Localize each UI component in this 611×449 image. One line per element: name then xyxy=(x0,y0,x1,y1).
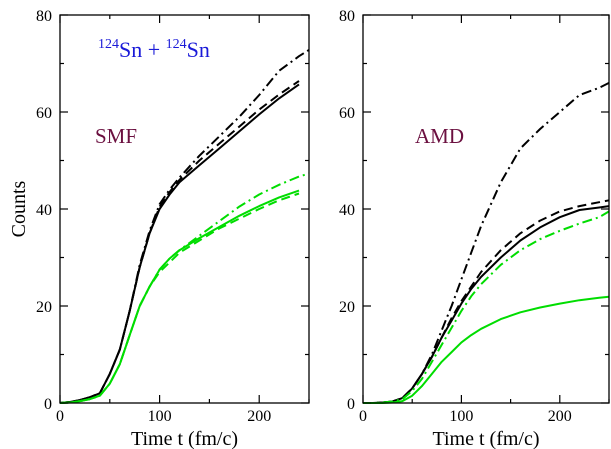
x-tick-label: 200 xyxy=(548,408,572,425)
panel-label: AMD xyxy=(415,124,464,148)
series-line-1 xyxy=(59,80,300,404)
x-tick-label: 0 xyxy=(56,408,64,425)
y-tick-label: 80 xyxy=(36,8,52,25)
series-line-5 xyxy=(59,172,310,404)
y-axis-title: Counts xyxy=(8,180,30,237)
panel-amd: 0 20 40 60 80 0 100 200 Time t (fm/c) AMD xyxy=(339,8,610,449)
x-tick-label: 100 xyxy=(148,408,172,425)
x-tick-label: 0 xyxy=(359,408,367,425)
x-axis-title: Time t (fm/c) xyxy=(432,428,539,449)
x-axis-title: Time t (fm/c) xyxy=(131,428,238,449)
series-line-3 xyxy=(59,189,300,404)
series-line-3 xyxy=(363,295,610,404)
reaction-annotation: 124Sn + 124Sn xyxy=(98,37,210,62)
x-tick-label: 100 xyxy=(449,408,473,425)
series-line-1 xyxy=(363,199,610,404)
y-tick-label: 60 xyxy=(339,105,355,122)
y-tick-label: 0 xyxy=(44,396,52,413)
y-tick-label: 0 xyxy=(347,396,355,413)
y-tick-label: 60 xyxy=(36,105,52,122)
panel-label: SMF xyxy=(95,124,137,148)
plot-frame xyxy=(59,14,310,404)
panel-smf: 0 20 40 60 80 0 100 200 Time t (fm/c) Counts SMF 12… xyxy=(8,8,310,449)
series-line-4 xyxy=(363,210,610,404)
series-line-2 xyxy=(363,82,610,404)
y-tick-label: 80 xyxy=(339,8,355,25)
series-line-2 xyxy=(59,49,310,404)
y-tick-label: 20 xyxy=(36,299,52,316)
y-tick-label: 20 xyxy=(339,299,355,316)
series-line-4 xyxy=(59,192,300,404)
y-tick-label: 40 xyxy=(36,202,52,219)
series-line-0 xyxy=(363,205,610,404)
x-tick-label: 200 xyxy=(247,408,271,425)
y-tick-label: 40 xyxy=(339,202,355,219)
